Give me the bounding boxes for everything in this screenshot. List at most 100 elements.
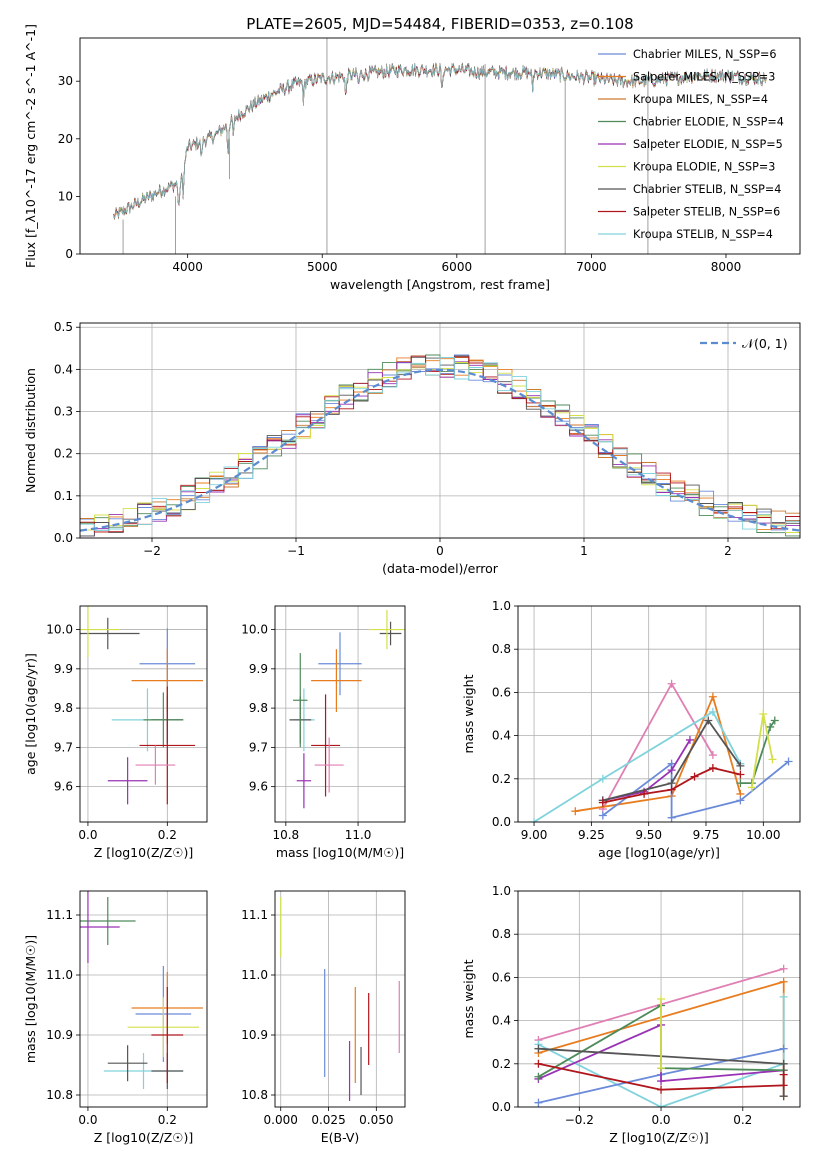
series-marker: [779, 992, 788, 1001]
x-tick-label: 9.75: [693, 828, 720, 842]
series-marker: [598, 811, 607, 820]
y-tick-label: 0.2: [492, 772, 511, 786]
errorbar-group: [80, 891, 204, 1089]
series-marker: [690, 772, 699, 781]
x-tick-label: 0.050: [359, 1113, 393, 1127]
series-marker: [770, 716, 779, 725]
y-tick-label: 11.0: [46, 968, 73, 982]
series-marker: [667, 813, 676, 822]
y-tick-label: 10.0: [241, 623, 268, 637]
x-tick-label: 0.2: [158, 828, 177, 842]
series-marker: [598, 774, 607, 783]
series-marker: [657, 1064, 666, 1073]
series-marker: [640, 789, 649, 798]
spectrum-legend: Chabrier MILES, N_SSP=6 Salpeter MILES, N…: [598, 48, 784, 241]
y-tick-label: 0.6: [492, 970, 511, 984]
y-tick-label: 1.0: [492, 599, 511, 613]
series-line: [602, 718, 742, 802]
y-tick-label: 0.6: [492, 685, 511, 699]
spectrum-lines: [113, 38, 767, 254]
x-tick-label: 0.0: [651, 1113, 670, 1127]
series-marker: [736, 770, 745, 779]
series-line: [533, 710, 742, 822]
series-marker: [598, 798, 607, 807]
series-marker: [736, 796, 745, 805]
figure-title: PLATE=2605, MJD=54484, FIBERID=0353, z=0…: [246, 15, 633, 33]
y-tick-label: 0.0: [54, 531, 73, 545]
series-marker: [708, 692, 717, 701]
series-marker: [657, 1103, 666, 1107]
series-marker: [768, 755, 777, 764]
x-tick-label: 4000: [172, 260, 203, 274]
x-tick-label: 7000: [576, 260, 607, 274]
y-tick-label: 10.9: [241, 1028, 268, 1042]
line-group: [530, 679, 793, 822]
series-marker: [708, 764, 717, 772]
y-tick-label: 11.1: [46, 908, 73, 922]
legend-label: Salpeter STELIB, N_SSP=6: [633, 206, 780, 219]
series-marker: [779, 1081, 788, 1090]
series-line: [537, 996, 785, 1107]
legend-label: Salpeter MILES, N_SSP=3: [633, 71, 775, 84]
series-marker: [667, 766, 676, 775]
x-tick-label: −1: [287, 544, 305, 558]
axes-frame: [517, 890, 801, 1108]
y-axis-label: mass [log10(M/M☉)]: [23, 935, 38, 1063]
series-marker: [784, 757, 793, 766]
y-axis-label: mass weight: [461, 959, 476, 1038]
errorbar-group: [280, 897, 400, 1101]
series-marker: [704, 716, 713, 725]
y-tick-label: 10.0: [46, 623, 73, 637]
histogram-group: [80, 354, 800, 537]
axes-frame: [274, 605, 406, 823]
y-tick-label: 9.6: [54, 780, 73, 794]
axes-frame: [79, 37, 801, 255]
gaussian-curve: [80, 368, 800, 532]
series-marker: [766, 722, 775, 731]
series-line: [740, 719, 776, 784]
legend-label: Chabrier STELIB, N_SSP=4: [633, 183, 781, 196]
x-axis-label: age [log10(age/yr)]: [598, 845, 720, 860]
x-axis-label: Z [log10(Z/Z☉)]: [609, 1130, 709, 1145]
axes-frame: [79, 890, 208, 1108]
errorbar-group: [289, 609, 405, 809]
x-tick-label: 1: [580, 544, 588, 558]
x-tick-label: 5000: [307, 260, 338, 274]
legend-label: Chabrier MILES, N_SSP=6: [633, 48, 776, 61]
series-marker: [779, 964, 788, 973]
legend-label: Kroupa MILES, N_SSP=4: [633, 93, 768, 106]
legend-label: Salpeter ELODIE, N_SSP=5: [633, 138, 783, 151]
series-marker: [779, 1070, 788, 1079]
x-tick-label: −2: [143, 544, 161, 558]
series-line: [575, 693, 742, 813]
y-tick-label: 1.0: [492, 884, 511, 898]
age-vs-metallicity-panel: 0.0 0.2 9.6 9.7 9.8 9.9 10.0 Z [log10(Z/Z☉)] age…: [23, 605, 208, 860]
x-tick-label: 0.2: [733, 1113, 752, 1127]
series-line: [602, 767, 741, 804]
y-tick-label: 0.4: [492, 729, 511, 743]
x-tick-label: 8000: [711, 260, 742, 274]
y-tick-label: 0.4: [492, 1014, 511, 1028]
mass-vs-ebv-panel: 0.000 0.025 0.050 10.8 10.9 11.0 11.1 E(B-V): [241, 890, 406, 1145]
mass-weight-vs-age-panel: 9.00 9.25 9.50 9.75 10.00 0.0 0.2 0.4 0.6 0.8 1.0 a…: [461, 599, 801, 860]
spectrum-panel: 4000 5000 6000 7000 8000 0 10 20 30 wavelength [A…: [23, 24, 801, 292]
y-tick-label: 0.1: [54, 489, 73, 503]
y-tick-label: 9.7: [249, 740, 268, 754]
series-marker: [534, 1098, 543, 1107]
y-axis-label: Flux [f_λ10^-17 erg cm^-2 s^-1 A^-1]: [23, 24, 38, 268]
x-tick-label: 11.0: [345, 828, 372, 842]
y-tick-label: 11.1: [241, 908, 268, 922]
series-marker: [779, 977, 788, 986]
legend-label: 𝒩(0, 1): [742, 336, 788, 351]
x-tick-label: 0.0: [78, 1113, 97, 1127]
series-marker: [779, 1092, 788, 1101]
y-tick-label: 9.8: [54, 701, 73, 715]
y-tick-label: 0.8: [492, 927, 511, 941]
residual-histogram-panel: −2 −1 0 1 2 0.0 0.1 0.2 0.3 0.4 0.5 (data-model)/er…: [23, 320, 801, 576]
x-tick-label: 9.25: [578, 828, 605, 842]
y-tick-label: 0.0: [492, 1100, 511, 1114]
model-spectrum-line: [113, 64, 767, 219]
y-tick-label: 10: [58, 189, 73, 203]
series-marker: [708, 707, 717, 716]
y-tick-label: 11.0: [241, 968, 268, 982]
